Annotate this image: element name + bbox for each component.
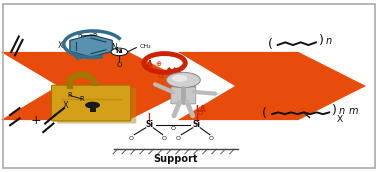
Text: +: + <box>30 114 41 127</box>
Text: (: ( <box>268 38 273 51</box>
Text: O: O <box>158 73 163 79</box>
FancyBboxPatch shape <box>57 88 136 123</box>
Text: ): ) <box>332 104 337 117</box>
Text: R: R <box>78 32 82 38</box>
Polygon shape <box>1 52 197 120</box>
Text: ): ) <box>319 34 324 47</box>
Text: O: O <box>170 126 175 131</box>
Circle shape <box>166 72 200 88</box>
Text: O: O <box>117 62 122 68</box>
Circle shape <box>85 102 100 109</box>
Polygon shape <box>178 52 366 120</box>
Text: O: O <box>162 136 167 141</box>
Text: Si: Si <box>192 120 201 129</box>
Text: CH₂: CH₂ <box>140 44 152 49</box>
Text: X: X <box>63 101 68 110</box>
Text: X: X <box>58 41 63 50</box>
Bar <box>90 106 96 112</box>
Text: (: ( <box>262 107 267 120</box>
Text: Si: Si <box>146 120 153 129</box>
Text: R: R <box>80 96 84 102</box>
Polygon shape <box>70 35 112 57</box>
Text: X: X <box>337 115 343 124</box>
FancyBboxPatch shape <box>51 85 131 121</box>
Text: n: n <box>325 36 332 46</box>
Text: R: R <box>68 92 72 98</box>
Text: R: R <box>92 31 97 37</box>
Circle shape <box>111 48 128 56</box>
FancyBboxPatch shape <box>171 87 196 104</box>
Text: O: O <box>198 110 203 116</box>
Text: LA: LA <box>142 60 153 69</box>
Text: n: n <box>338 106 344 116</box>
Text: O: O <box>176 136 181 141</box>
Text: O: O <box>209 136 214 141</box>
Text: O: O <box>129 136 134 141</box>
Text: Support: Support <box>153 154 198 164</box>
Text: ⊕: ⊕ <box>156 61 161 67</box>
Text: N: N <box>111 43 117 52</box>
Text: LA: LA <box>195 105 206 114</box>
Text: Ni: Ni <box>116 49 123 54</box>
Text: m: m <box>349 106 358 116</box>
Circle shape <box>172 75 187 82</box>
